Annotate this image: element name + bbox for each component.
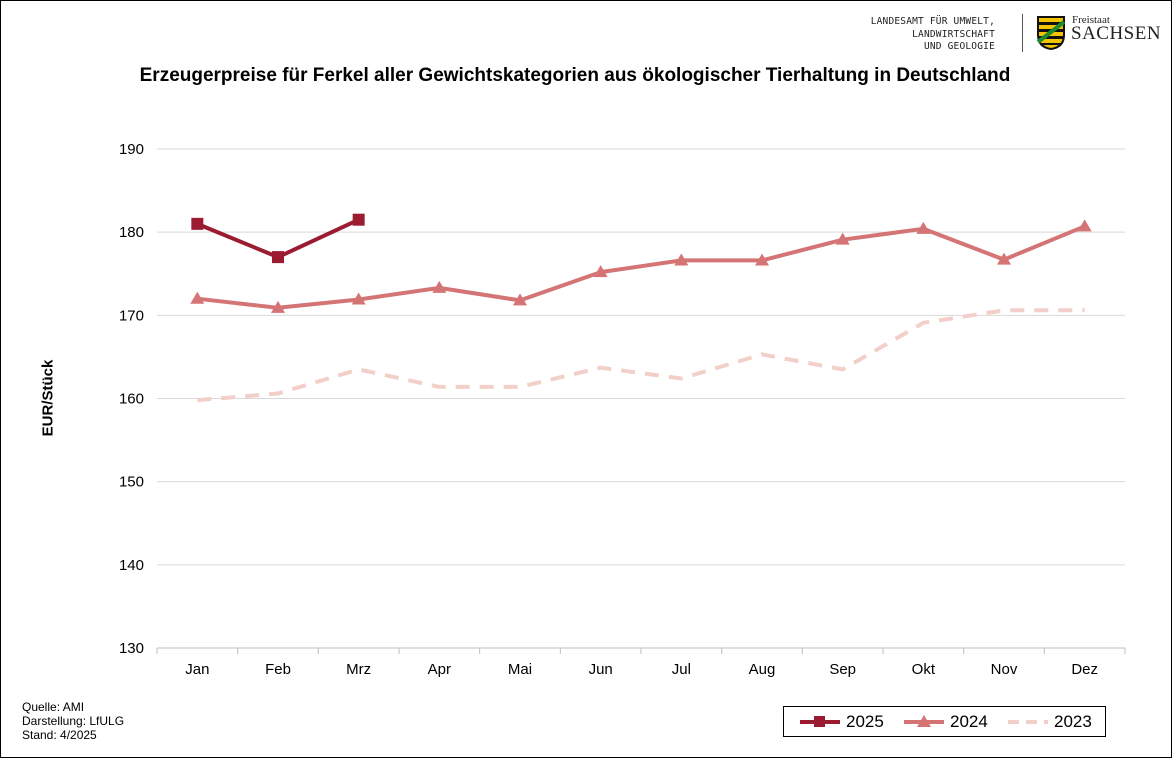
agency-line-1: LANDESAMT FÜR UMWELT, — [870, 16, 995, 27]
y-tick-label-140: 140 — [119, 557, 144, 574]
y-tick-label-160: 160 — [119, 391, 144, 408]
lfulg-sachsen-logo: LANDESAMT FÜR UMWELT, LANDWIRTSCHAFT UND… — [871, 14, 1161, 56]
credit-note: Darstellung: LfULG — [22, 714, 125, 728]
agency-name: LANDESAMT FÜR UMWELT, LANDWIRTSCHAFT UND… — [845, 16, 995, 54]
y-tick-label-150: 150 — [119, 474, 144, 491]
x-tick-label-apr: Apr — [428, 661, 451, 678]
x-tick-label-jul: Jul — [672, 661, 691, 678]
state-name: SACHSEN — [1071, 23, 1162, 44]
point-2024-jan — [190, 291, 205, 304]
point-2024-jun — [593, 265, 608, 278]
date-note: Stand: 4/2025 — [22, 728, 97, 742]
x-tick-label-okt: Okt — [912, 661, 936, 678]
legend-label-2025: 2025 — [846, 712, 884, 731]
series-line-2024 — [197, 224, 1086, 310]
y-tick-label-130: 130 — [119, 640, 144, 657]
x-tick-label-feb: Feb — [265, 661, 291, 678]
point-2024-aug — [755, 253, 769, 266]
x-tick-label-sep: Sep — [829, 661, 856, 678]
chart-legend: 2025 2024 2023 — [783, 706, 1106, 737]
point-2024-apr — [432, 280, 447, 293]
series-line-2023 — [197, 308, 1085, 403]
state-small-label: Freistaat — [1072, 14, 1110, 26]
legend-swatch-2024 — [904, 715, 944, 727]
x-tick-label-mai: Mai — [508, 661, 532, 678]
point-2024-okt — [916, 221, 931, 234]
agency-line-3: UND GEOLOGIE — [923, 41, 995, 52]
legend-swatch-2025 — [800, 716, 840, 727]
legend-label-2024: 2024 — [950, 712, 988, 731]
x-tick-label-nov: Nov — [991, 661, 1018, 678]
saxony-coat-of-arms-icon — [1036, 16, 1066, 50]
legend-label-2023: 2023 — [1054, 712, 1092, 731]
x-tick-label-jun: Jun — [589, 661, 613, 678]
point-2024-nov — [997, 252, 1011, 265]
point-2025-feb — [272, 251, 284, 264]
x-tick-label-aug: Aug — [749, 661, 776, 678]
point-2024-dez — [1077, 219, 1092, 232]
y-tick-label-180: 180 — [119, 224, 144, 241]
chart-title: Erzeugerpreise für Ferkel aller Gewichts… — [139, 65, 1011, 86]
point-2025-jan — [191, 217, 204, 230]
agency-line-2: LANDWIRTSCHAFT — [912, 28, 995, 40]
logo-divider — [1022, 14, 1023, 52]
point-2025-mrz — [352, 213, 365, 226]
point-2024-feb — [271, 300, 285, 313]
source-note: Quelle: AMI — [22, 700, 85, 714]
y-tick-label-170: 170 — [119, 307, 144, 324]
point-2024-sep — [835, 232, 850, 245]
point-2024-mrz — [351, 292, 366, 305]
x-tick-label-jan: Jan — [185, 661, 209, 678]
x-tick-label-dez: Dez — [1071, 661, 1098, 678]
source-notes: Quelle: AMI Darstellung: LfULG Stand: 4/… — [22, 700, 124, 742]
point-2024-jul — [674, 253, 689, 266]
point-2024-mai — [513, 293, 527, 306]
y-tick-label-190: 190 — [119, 141, 144, 158]
legend-swatch-2023 — [1008, 720, 1048, 724]
x-tick-label-mrz: Mrz — [346, 661, 371, 678]
